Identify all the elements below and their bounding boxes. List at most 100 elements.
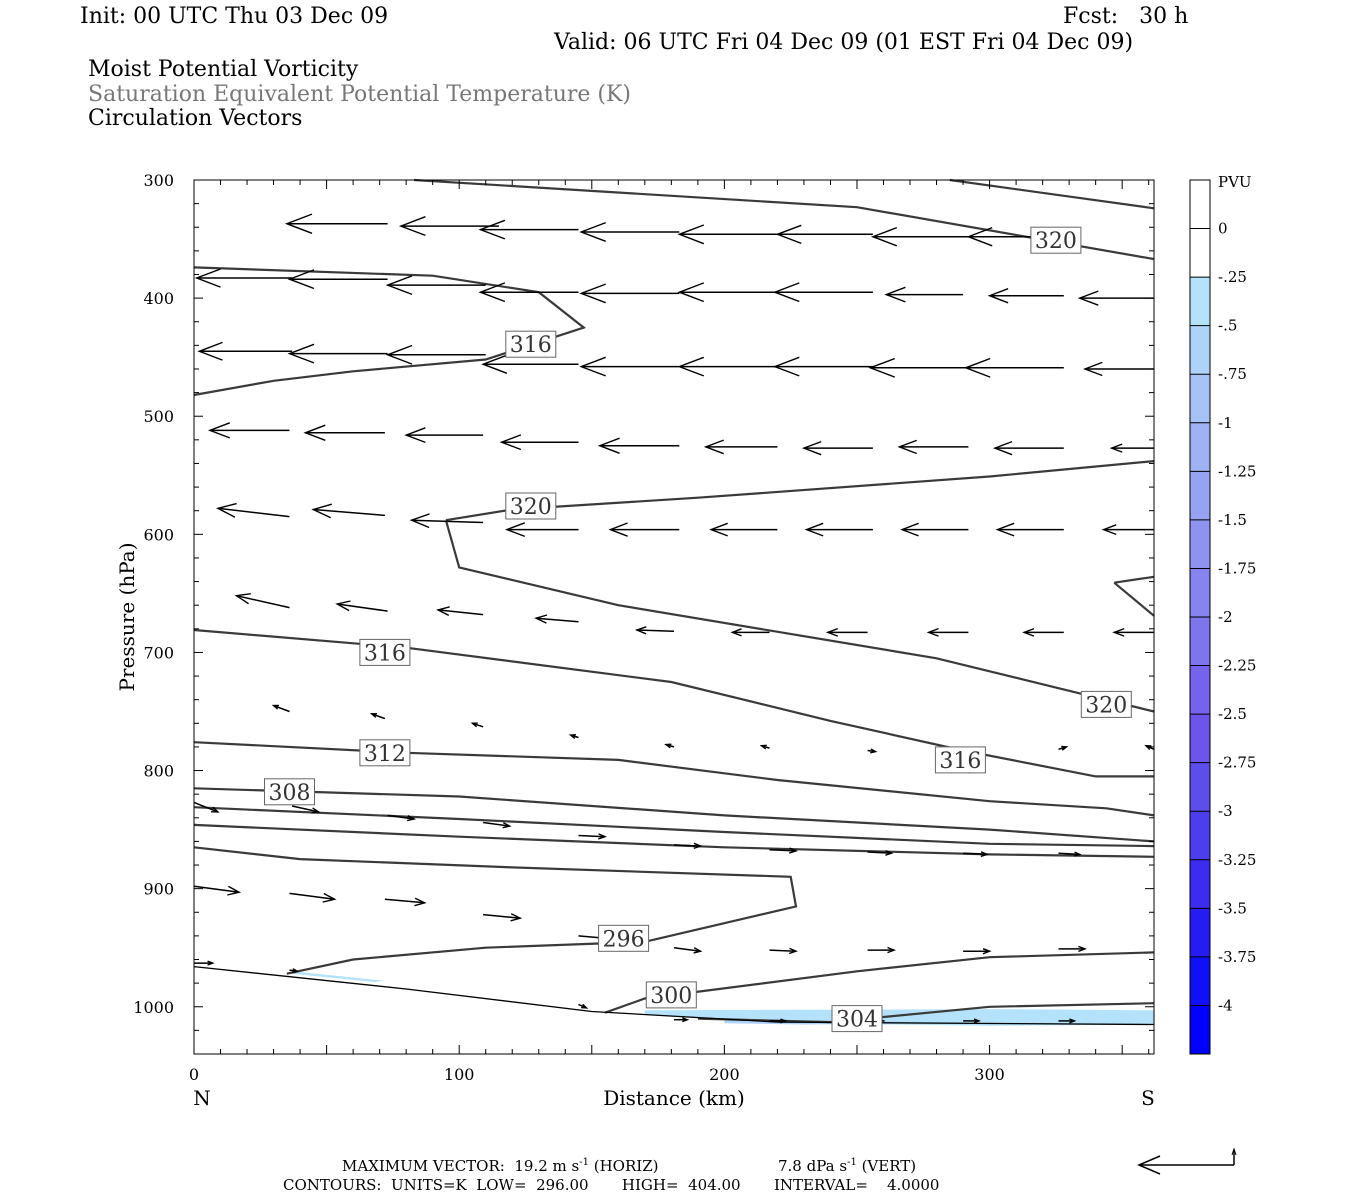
vector-head	[207, 422, 231, 439]
vector-35	[897, 439, 969, 455]
vector-head	[579, 283, 606, 304]
vector-head	[801, 440, 822, 456]
colorbar-band-17	[1190, 1005, 1210, 1055]
vector-shaft	[217, 507, 290, 518]
colorbar-label-9: -2.25	[1218, 657, 1256, 675]
vector-90	[578, 1003, 589, 1009]
reference-vector-head-left	[1137, 1155, 1161, 1175]
vector-head	[287, 343, 315, 364]
vector-shaft	[236, 594, 290, 609]
vector-58	[271, 704, 290, 713]
theta-es-contours	[193, 178, 1155, 1024]
vector-39	[311, 503, 385, 519]
vector-94	[963, 1018, 981, 1024]
vector-shaft	[273, 704, 290, 713]
colorbar-band-15	[1190, 908, 1210, 958]
vector-87	[1058, 945, 1087, 953]
vector-32	[597, 437, 680, 454]
vector-26	[963, 357, 1064, 378]
vector-60	[470, 722, 484, 728]
contour-line-1	[949, 178, 1155, 210]
colorbar-band-7	[1190, 519, 1210, 569]
contour-labels: 320 316 320 316 320 312 316 308 296 300 304	[264, 226, 1132, 1033]
vector-shaft	[578, 834, 606, 838]
field-title-mpv: Moist Potential Vorticity	[88, 57, 359, 82]
contour-line-14	[697, 1002, 1155, 1024]
contour-label-box	[1080, 690, 1132, 718]
north-label: N	[193, 1086, 211, 1110]
colorbar-band-12	[1190, 762, 1210, 812]
max-vector-horiz-unit: (HORIZ)	[588, 1157, 659, 1175]
vector-head	[982, 948, 992, 955]
y-tick-label: 400	[143, 289, 174, 308]
colorbar-band-2	[1190, 277, 1210, 327]
contour-label-5: 312	[359, 739, 411, 767]
contour-label-text: 320	[1035, 229, 1077, 254]
vector-83	[673, 946, 703, 954]
vector-head	[292, 968, 300, 974]
vector-shaft	[673, 844, 701, 847]
vector-head	[963, 357, 991, 378]
y-tick-label: 1000	[133, 998, 174, 1017]
colorbar-label-15: -3.75	[1218, 948, 1256, 966]
vector-33	[703, 439, 778, 455]
vector-24	[772, 356, 873, 377]
vector-shaft	[411, 519, 484, 524]
vector-shaft	[371, 713, 386, 720]
contour-line-12	[193, 846, 798, 975]
vector-shaft	[337, 603, 388, 612]
vector-head	[534, 614, 548, 624]
colorbar-band-14	[1190, 859, 1210, 909]
contour-line-9	[193, 787, 1155, 843]
max-vector-vert-unit: (VERT)	[856, 1157, 917, 1175]
vector-77	[1058, 851, 1082, 857]
vector-head	[775, 224, 802, 245]
y-tick-label: 800	[143, 762, 174, 781]
y-axis-label: Pressure (hPa)	[115, 543, 139, 692]
colorbar-label-7: -1.75	[1218, 559, 1256, 577]
vector-34	[801, 440, 873, 456]
vector-79	[289, 892, 337, 903]
vector-head	[897, 439, 917, 455]
vector-head	[579, 221, 606, 242]
vector-29	[303, 424, 385, 441]
vector-head	[504, 522, 526, 538]
vector-shaft	[483, 913, 521, 919]
vector-shaft	[482, 821, 510, 827]
vector-head	[693, 842, 703, 850]
vector-shaft	[1058, 852, 1080, 856]
vector-92	[769, 1018, 788, 1024]
colorbar-band-8	[1190, 568, 1210, 618]
plot-frame: Distance (km) Pressure (hPa) N S	[115, 179, 1155, 1110]
contour-label-box	[831, 1005, 883, 1033]
vector-head	[677, 224, 705, 245]
vector-31	[499, 434, 579, 451]
vector-head	[730, 628, 742, 637]
vector-head	[579, 356, 606, 377]
vector-63	[759, 744, 770, 750]
contour-line-11	[193, 823, 1155, 858]
vector-43	[709, 522, 778, 537]
vector-54	[825, 627, 868, 637]
contour-line-5	[1114, 575, 1155, 584]
vector-shaft	[313, 508, 385, 517]
colorbar-label-14: -3.5	[1218, 899, 1247, 917]
axis-ticks: 300 400 500 600 700 800 900 1000 0 100 200 300	[133, 171, 1154, 1084]
vector-head	[608, 522, 628, 537]
vector-head	[1112, 627, 1125, 637]
vector-head	[194, 268, 221, 288]
vector-84	[769, 947, 798, 955]
vector-head	[510, 913, 523, 922]
vector-head	[987, 288, 1009, 304]
vector-50	[436, 606, 484, 617]
vector-head	[271, 704, 279, 710]
vector-head	[287, 269, 315, 290]
vector-0	[284, 213, 388, 234]
vector-25	[868, 357, 969, 378]
reference-vector-head-up	[1231, 1147, 1237, 1156]
contour-label-text: 316	[939, 749, 981, 774]
vector-shaft	[193, 801, 219, 813]
vector-46	[995, 522, 1064, 537]
contour-line-4	[444, 519, 1155, 713]
